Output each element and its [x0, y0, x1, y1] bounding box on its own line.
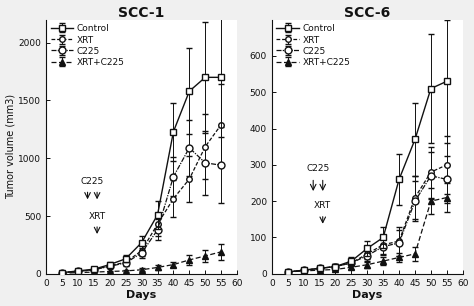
Title: SCC-1: SCC-1 [118, 6, 165, 20]
Text: C225: C225 [81, 177, 104, 186]
Text: XRT: XRT [314, 201, 331, 210]
Title: SCC-6: SCC-6 [344, 6, 391, 20]
X-axis label: Days: Days [352, 290, 383, 300]
Text: XRT: XRT [89, 212, 106, 221]
Text: C225: C225 [306, 164, 329, 173]
Y-axis label: Tumor volume (mm3): Tumor volume (mm3) [6, 94, 16, 199]
Legend: Control, XRT, C225, XRT+C225: Control, XRT, C225, XRT+C225 [49, 22, 127, 69]
Legend: Control, XRT, C225, XRT+C225: Control, XRT, C225, XRT+C225 [274, 22, 352, 69]
X-axis label: Days: Days [127, 290, 157, 300]
